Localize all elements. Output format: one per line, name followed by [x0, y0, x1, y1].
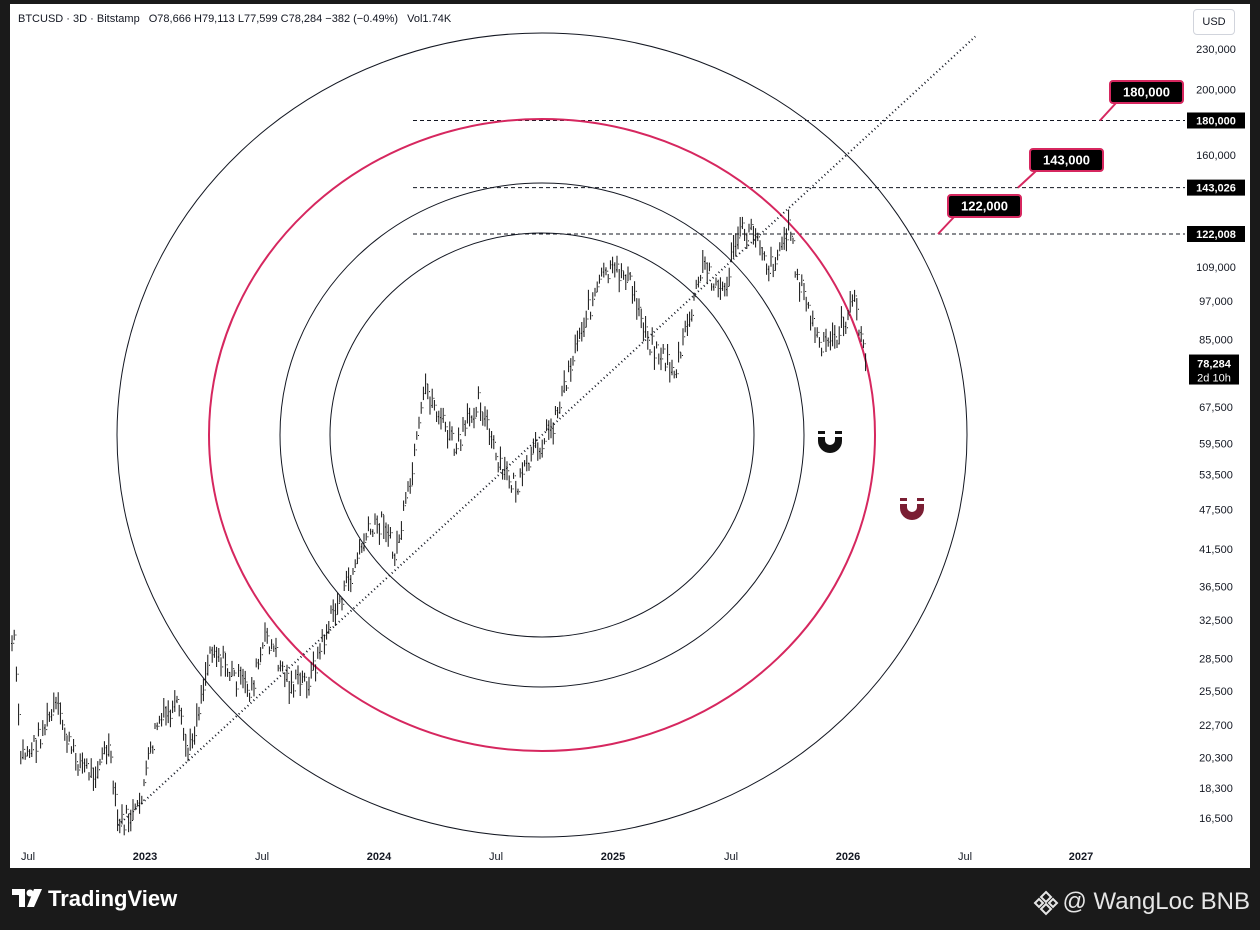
- time-tick-month: Jul: [724, 851, 738, 863]
- level-price-label-bg: [1187, 179, 1245, 196]
- author-watermark: @ WangLoc BNB: [1062, 888, 1250, 915]
- price-tick-label: 47,500: [1199, 504, 1233, 516]
- price-tick-label: 85,000: [1199, 335, 1233, 347]
- time-tick-month: Jul: [255, 851, 269, 863]
- accent-circle: [208, 118, 876, 752]
- middle-circle: [279, 182, 805, 688]
- time-tick-month: Jul: [489, 851, 503, 863]
- level-price-label-bg: [1187, 112, 1245, 129]
- price-axis[interactable]: 230,000 200,000 180,000 160,000 143,026 122,0…: [1187, 44, 1245, 825]
- time-axis[interactable]: Jul 2023 Jul 2024 Jul 2025 Jul 2026 Jul 2027: [21, 851, 1093, 863]
- plot-frame: [10, 4, 1250, 868]
- callout-box: [1029, 148, 1104, 172]
- time-tick-year: 2023: [133, 851, 157, 863]
- callout-pointer: [1017, 170, 1037, 189]
- bar-countdown: 2d 10h: [1197, 373, 1231, 385]
- magnet-icon: [900, 498, 924, 520]
- price-bars: [11, 209, 867, 836]
- price-tick-label: 22,700: [1199, 720, 1233, 732]
- time-tick-month: Jul: [21, 851, 35, 863]
- time-tick-month: Jul: [958, 851, 972, 863]
- level-callouts: 180,000 143,000 122,000: [937, 80, 1184, 235]
- symbol-header: BTCUSD · 3D · Bitstamp O78,666 H79,113 L…: [18, 13, 452, 25]
- callout-box: [947, 194, 1022, 218]
- callout-label: 143,000: [1043, 153, 1090, 168]
- currency-button[interactable]: USD: [1193, 9, 1235, 35]
- last-price-label-bg: [1189, 354, 1239, 385]
- level-price-label: 143,026: [1196, 183, 1236, 195]
- price-tick-label: 32,500: [1199, 615, 1233, 627]
- level-price-label-bg: [1187, 226, 1245, 242]
- time-tick-year: 2027: [1069, 851, 1093, 863]
- binance-icon: [1033, 890, 1059, 916]
- callout-pointer: [937, 216, 955, 235]
- price-tick-label: 16,500: [1199, 813, 1233, 825]
- time-tick-year: 2025: [601, 851, 625, 863]
- callout-box: [1109, 80, 1184, 104]
- price-tick-label: 36,500: [1199, 581, 1233, 593]
- price-tick-label: 28,500: [1199, 653, 1233, 665]
- tradingview-logo-icon: [12, 889, 42, 907]
- time-tick-year: 2026: [836, 851, 860, 863]
- magnet-icon: [818, 431, 842, 453]
- tradingview-brand: TradingView: [48, 886, 178, 911]
- last-price-label: 78,284: [1197, 359, 1232, 371]
- time-tick-year: 2024: [367, 851, 392, 863]
- price-tick-label: 67,500: [1199, 402, 1233, 414]
- price-tick-label: 160,000: [1196, 150, 1236, 162]
- price-tick-label: 59,500: [1199, 439, 1233, 451]
- price-tick-label: 25,500: [1199, 686, 1233, 698]
- callout-pointer: [1099, 102, 1117, 122]
- level-price-label: 180,000: [1196, 115, 1236, 127]
- price-tick-label: 97,000: [1199, 296, 1233, 308]
- inner-circle: [329, 232, 755, 638]
- price-tick-label: 53,500: [1199, 470, 1233, 482]
- level-price-label: 122,008: [1196, 229, 1236, 241]
- price-tick-label: 230,000: [1196, 44, 1236, 56]
- price-tick-label: 20,300: [1199, 753, 1233, 765]
- price-tick-label: 41,500: [1199, 544, 1233, 556]
- callout-label: 122,000: [961, 199, 1008, 214]
- outer-circle: [116, 32, 968, 838]
- callout-label: 180,000: [1123, 85, 1170, 100]
- price-tick-label: 109,000: [1196, 262, 1236, 274]
- price-tick-label: 200,000: [1196, 85, 1236, 97]
- fib-circles: [116, 32, 968, 838]
- price-tick-label: 18,300: [1199, 783, 1233, 795]
